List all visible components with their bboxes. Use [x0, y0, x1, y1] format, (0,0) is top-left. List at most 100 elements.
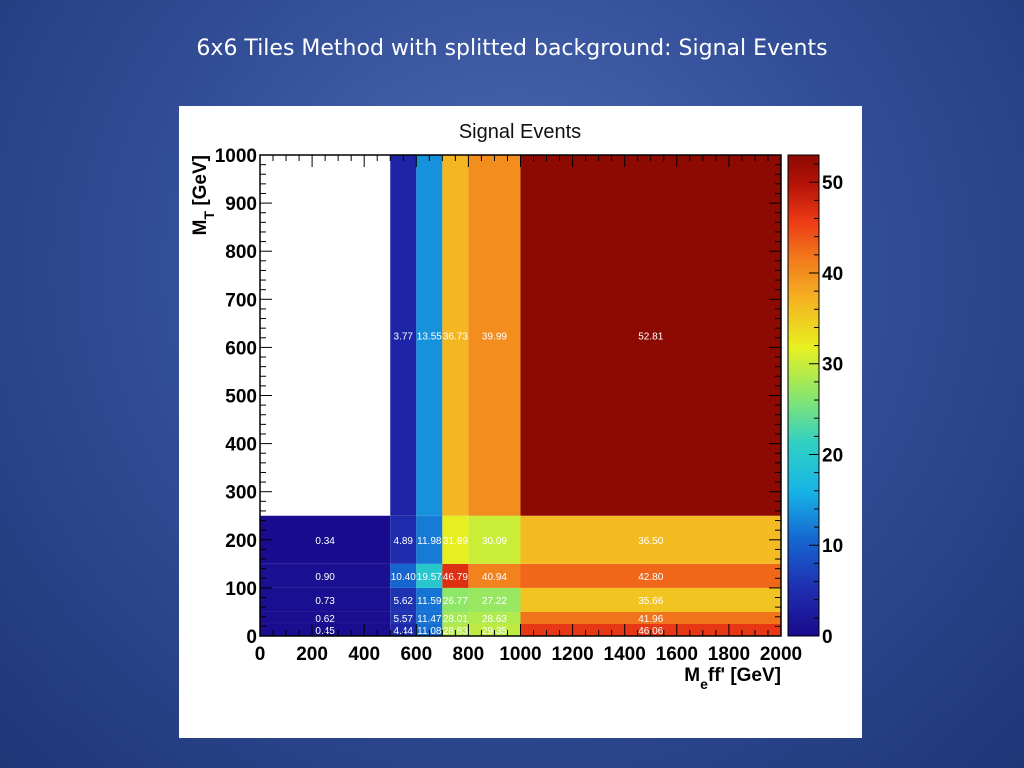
heatmap-cell	[442, 155, 469, 516]
y-tick-label: 200	[225, 531, 257, 552]
heatmap-cell	[260, 623, 391, 636]
y-tick-label: 1000	[215, 146, 257, 167]
cell-value-label: 36.50	[638, 536, 663, 547]
cell-value-label: 52.81	[638, 331, 663, 342]
colorbar-tick-label: 30	[822, 355, 843, 376]
cell-value-label: 42.80	[638, 572, 663, 583]
heatmap-cell	[442, 563, 469, 588]
heatmap-cell	[442, 623, 469, 636]
cell-value-label: 28.63	[482, 614, 507, 625]
cell-value-label: 39.99	[482, 331, 507, 342]
heatmap-cell	[260, 515, 391, 564]
cell-value-label: 0.73	[315, 596, 335, 607]
cell-value-label: 26.77	[443, 596, 468, 607]
heatmap-cell	[520, 155, 781, 516]
x-tick-label: 600	[400, 644, 432, 665]
x-axis-title: Meff' [GeV]	[684, 665, 781, 692]
heatmap-cell	[468, 155, 521, 516]
cell-value-label: 28.01	[443, 614, 468, 625]
y-tick-label: 500	[225, 387, 257, 408]
x-tick-label: 2000	[760, 644, 802, 665]
cell-value-label: 19.57	[417, 572, 442, 583]
heatmap-cell	[468, 563, 521, 588]
y-tick-label: 0	[246, 627, 257, 648]
cell-value-label: 31.89	[443, 536, 468, 547]
cell-value-label: 35.66	[638, 596, 663, 607]
cell-value-label: 41.96	[638, 614, 663, 625]
cell-value-label: 4.89	[394, 536, 414, 547]
cell-value-label: 27.22	[482, 596, 507, 607]
cell-value-label: 3.77	[394, 331, 414, 342]
slide-title: 6x6 Tiles Method with splitted backgroun…	[196, 36, 828, 61]
x-tick-label: 1000	[499, 644, 541, 665]
y-axis-title: MT [GeV]	[190, 155, 217, 235]
x-tick-labels: 0 200 400 600 800 1000 1200 1400 1600 1800 2000	[255, 644, 802, 665]
cell-value-label: 0.62	[315, 614, 335, 625]
y-tick-label: 400	[225, 435, 257, 456]
y-tick-label: 900	[225, 194, 257, 215]
heatmap-cell	[442, 515, 469, 564]
colorbar-ticks: 0 10 20 30 40 50	[809, 163, 843, 648]
y-tick-label: 100	[225, 579, 257, 600]
colorbar-tick-label: 40	[822, 264, 843, 285]
cell-value-label: 36.73	[443, 331, 468, 342]
y-tick-label: 700	[225, 290, 257, 311]
heatmap-cell	[442, 587, 469, 612]
chart-title: Signal Events	[459, 121, 581, 143]
heatmap-cell	[416, 623, 443, 636]
heatmap-cell	[520, 563, 781, 588]
heatmap-cell	[390, 155, 417, 516]
colorbar-tick-label: 10	[822, 536, 843, 557]
colorbar-tick-label: 0	[822, 627, 833, 648]
y-tick-label: 600	[225, 338, 257, 359]
heatmap-cell	[390, 623, 417, 636]
cell-value-label: 11.59	[417, 596, 442, 607]
x-tick-label: 400	[348, 644, 380, 665]
heatmap-cell	[520, 515, 781, 564]
y-tick-label: 800	[225, 242, 257, 263]
heatmap-cell	[468, 515, 521, 564]
heatmap-cell-labels: 0.45 4.44 11.08 28.83 29.35 46.060.62 5.57 11.4…	[315, 331, 663, 637]
cell-value-label: 5.62	[394, 596, 414, 607]
heatmap-cell	[468, 611, 521, 624]
cell-value-label: 13.55	[417, 331, 442, 342]
heatmap-cell	[390, 563, 417, 588]
heatmap-cell	[390, 611, 417, 624]
heatmap-cell	[416, 563, 443, 588]
x-tick-label: 200	[296, 644, 328, 665]
heatmap-cell	[390, 515, 417, 564]
plot-panel: Signal Events 0.45 4.44 11.08 28.83 29.35 46.…	[179, 106, 862, 738]
x-tick-label: 0	[255, 644, 266, 665]
x-tick-label: 1400	[604, 644, 646, 665]
heatmap-cell	[416, 155, 443, 516]
heatmap-cell	[520, 611, 781, 624]
cell-value-label: 40.94	[482, 572, 507, 583]
cell-value-label: 0.90	[315, 572, 335, 583]
cell-value-label: 10.40	[391, 572, 416, 583]
y-tick-labels: 0 100 200 300 400 500 600 700 800 900 1000	[215, 146, 257, 648]
x-tick-label: 1600	[656, 644, 698, 665]
cell-value-label: 5.57	[394, 614, 414, 625]
axis-ticks	[259, 154, 782, 637]
x-tick-label: 800	[453, 644, 485, 665]
heatmap-cell	[416, 515, 443, 564]
heatmap-cell	[416, 611, 443, 624]
heatmap-cell	[260, 563, 391, 588]
heatmap-cell	[260, 587, 391, 612]
heatmap-cell	[468, 587, 521, 612]
cell-value-label: 11.98	[417, 536, 442, 547]
colorbar-tick-label: 20	[822, 445, 843, 466]
cell-value-label: 11.47	[417, 614, 442, 625]
colorbar-tick-label: 50	[822, 173, 843, 194]
cell-value-label: 46.79	[443, 572, 468, 583]
colorbar	[787, 154, 820, 637]
cell-value-label: 0.34	[315, 536, 335, 547]
heatmap-cell	[520, 587, 781, 612]
x-tick-label: 1800	[708, 644, 750, 665]
heatmap-cells	[260, 155, 781, 636]
cell-value-label: 30.09	[482, 536, 507, 547]
heatmap-cell	[442, 611, 469, 624]
y-tick-label: 300	[225, 483, 257, 504]
heatmap-cell	[390, 587, 417, 612]
heatmap-cell	[416, 587, 443, 612]
